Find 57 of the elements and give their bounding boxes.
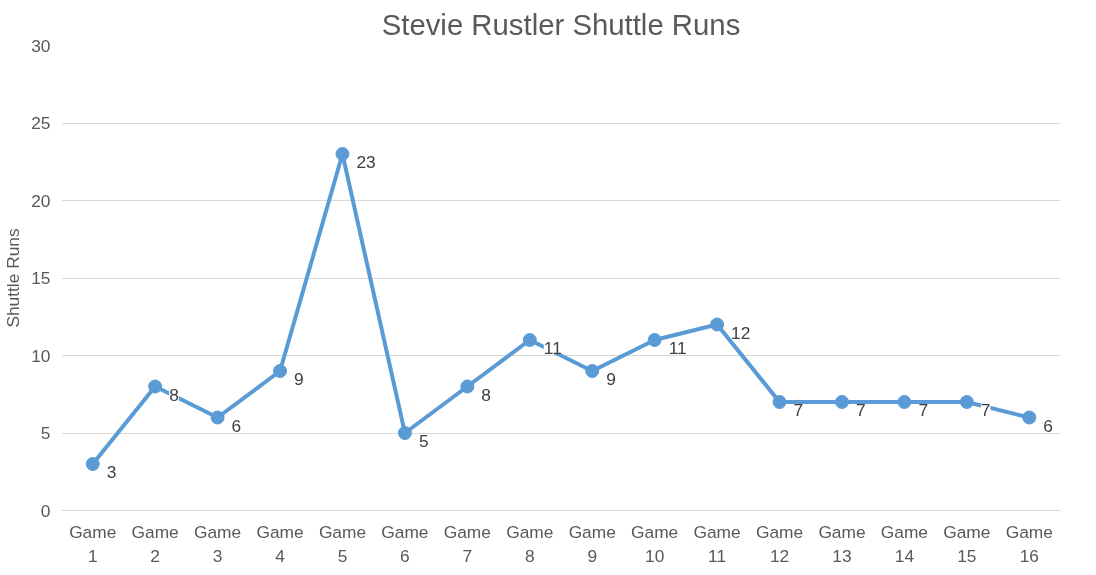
x-tick-label: Game 14	[880, 521, 928, 566]
data-label: 9	[294, 369, 304, 389]
point	[710, 317, 725, 332]
point	[959, 395, 974, 409]
x-tick-label: Game 16	[1005, 521, 1053, 566]
data-label: 12	[731, 322, 751, 343]
point	[148, 379, 163, 394]
point	[522, 333, 537, 347]
x-tick-label: Game 15	[943, 521, 991, 566]
data-label: 7	[980, 400, 991, 420]
x-tick-label: Game 4	[256, 521, 304, 566]
chart-title: Stevie Rustler Shuttle Runs	[381, 7, 741, 41]
data-label: 8	[481, 384, 491, 405]
data-label: 7	[855, 400, 866, 420]
data-label: 11	[543, 338, 562, 358]
x-tick-label: Game 5	[318, 521, 367, 566]
y-tick-label: 20	[31, 190, 51, 211]
y-tick-label: 10	[31, 345, 51, 366]
y-tick-label: 5	[40, 423, 51, 443]
point	[834, 395, 849, 409]
x-tick-label: Game 3	[194, 521, 242, 566]
x-tick-label: Game 1	[69, 521, 117, 566]
data-label: 6	[1043, 415, 1053, 436]
data-label: 6	[231, 415, 242, 436]
y-axis-title: Shuttle Runs	[3, 228, 24, 328]
x-tick-label: Game 6	[381, 521, 429, 566]
x-tick-label: Game 12	[755, 521, 804, 566]
point	[85, 457, 100, 471]
data-label: 11	[668, 338, 687, 358]
data-label: 7	[793, 400, 804, 420]
point	[1022, 410, 1037, 425]
x-tick-label: Game 13	[818, 521, 866, 566]
x-tick-label: Game 9	[568, 521, 616, 566]
data-label: 9	[606, 369, 616, 389]
x-tick-label: Game 7	[443, 521, 491, 566]
y-tick-label: 25	[31, 113, 51, 133]
point	[647, 333, 662, 347]
x-tick-label: Game 11	[693, 521, 741, 566]
point	[460, 379, 475, 394]
data-label: 3	[106, 462, 117, 482]
point	[273, 364, 288, 378]
point	[397, 426, 412, 440]
x-tick-label: Game 10	[631, 521, 679, 566]
y-tick-label: 30	[31, 35, 51, 56]
x-tick-label: Game 2	[131, 521, 179, 566]
y-tick-label: 0	[40, 500, 51, 521]
data-label: 7	[918, 400, 929, 420]
point	[335, 147, 350, 161]
x-tick-label: Game 8	[506, 521, 554, 566]
data-label: 8	[169, 384, 179, 405]
point	[585, 364, 600, 378]
point	[210, 410, 225, 425]
data-label: 23	[356, 152, 376, 172]
data-label: 5	[418, 431, 429, 451]
point	[772, 395, 787, 409]
point	[897, 395, 912, 409]
y-tick-label: 15	[31, 268, 51, 288]
